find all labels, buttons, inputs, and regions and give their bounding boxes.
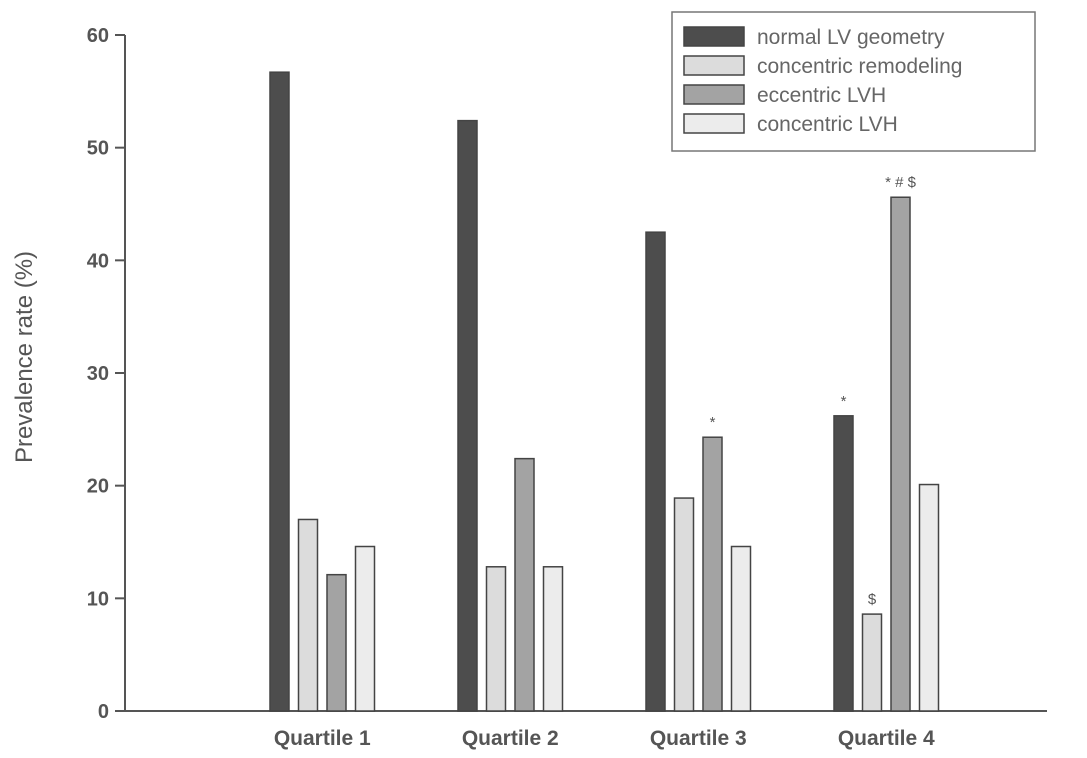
bar	[673, 497, 695, 712]
bar	[645, 231, 666, 712]
legend-entry-label: eccentric LVH	[757, 84, 886, 107]
significance-marker: $	[868, 591, 877, 608]
legend-swatch	[683, 55, 745, 76]
y-tick-label: 60	[87, 25, 109, 47]
bar	[354, 545, 376, 712]
annotations: * * $ * # $	[710, 174, 917, 608]
legend-entry-label: concentric remodeling	[757, 55, 962, 78]
bar	[702, 436, 723, 712]
x-category-label: Quartile 3	[650, 727, 747, 750]
legend-swatch	[683, 26, 745, 47]
x-category-label: Quartile 1	[274, 727, 371, 750]
significance-marker: * # $	[885, 174, 917, 191]
bar	[514, 457, 535, 712]
y-tick-label: 10	[87, 588, 109, 610]
legend-swatch	[683, 113, 745, 134]
x-category-label: Quartile 4	[838, 727, 935, 750]
bar	[833, 415, 854, 712]
bar	[730, 545, 752, 712]
x-axis: Quartile 1 Quartile 2 Quartile 3 Quartile 4	[125, 710, 1047, 750]
y-tick-label: 50	[87, 138, 109, 160]
bar	[297, 518, 319, 712]
bars	[269, 71, 940, 712]
bar	[485, 566, 507, 712]
y-tick-label: 20	[87, 476, 109, 498]
y-tick-label: 40	[87, 250, 109, 272]
bar	[542, 566, 564, 712]
legend: normal LV geometry concentric remodeling e…	[671, 11, 1036, 152]
legend-swatch	[683, 84, 745, 105]
y-tick-label: 30	[87, 363, 109, 385]
y-tick-label: 0	[98, 701, 109, 723]
x-category-label: Quartile 2	[462, 727, 559, 750]
bar	[918, 483, 940, 712]
significance-marker: *	[710, 414, 716, 431]
legend-entry-label: normal LV geometry	[757, 26, 945, 49]
significance-marker: *	[841, 393, 847, 410]
bar	[457, 119, 478, 712]
y-axis-label: Prevalence rate (%)	[11, 251, 38, 463]
bar	[861, 613, 883, 712]
bar	[326, 573, 347, 712]
legend-entry-label: concentric LVH	[757, 113, 898, 136]
y-axis: 0 10 20 30 40 50 60	[87, 25, 126, 723]
bar	[269, 71, 290, 712]
bar	[890, 196, 911, 712]
